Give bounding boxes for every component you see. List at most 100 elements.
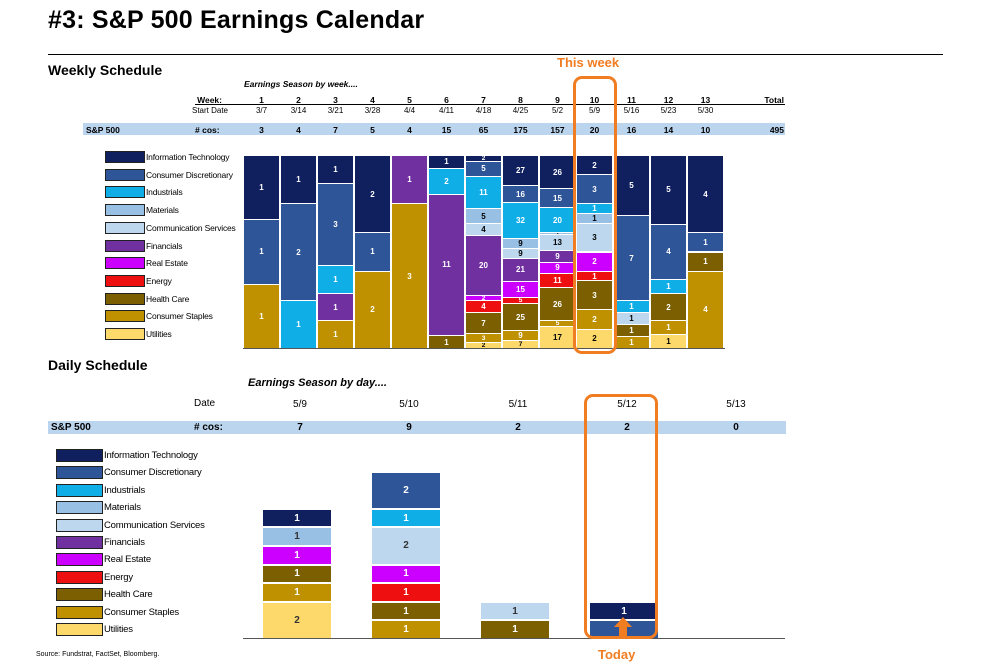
bar-segment: 1 bbox=[318, 155, 353, 183]
day-date: 5/10 bbox=[399, 399, 419, 410]
week-cos-count: 16 bbox=[626, 125, 637, 135]
bar-segment: 26 bbox=[540, 287, 575, 321]
bar-segment: 1 bbox=[614, 323, 649, 336]
legend-label: Financials bbox=[104, 537, 145, 548]
legend-label: Materials bbox=[104, 502, 141, 514]
bar-segment: 2 bbox=[577, 155, 612, 175]
this-week-label: This week bbox=[557, 55, 620, 70]
weekly-header-rule bbox=[195, 104, 785, 105]
legend-item: Communication Services bbox=[56, 518, 205, 532]
bar-segment: 2 bbox=[355, 155, 390, 233]
daily-chart: 11111221211111111 bbox=[243, 452, 785, 639]
legend-item: Health Care bbox=[105, 292, 189, 305]
weekly-cos-label: # cos: bbox=[195, 125, 220, 135]
bar-segment: 4 bbox=[688, 155, 723, 233]
week-number: 9 bbox=[555, 95, 560, 105]
legend-item: Financials bbox=[105, 239, 182, 252]
this-week-highlight bbox=[573, 76, 617, 354]
bar-segment: 3 bbox=[318, 182, 353, 266]
week-start-date: 4/18 bbox=[475, 106, 492, 115]
legend-label: Materials bbox=[146, 205, 179, 216]
day-cos-count: 7 bbox=[297, 422, 303, 433]
bar-segment: 25 bbox=[503, 302, 538, 331]
legend-item: Communication Services bbox=[105, 221, 236, 234]
bar-segment: 27 bbox=[503, 155, 538, 185]
legend-item: Materials bbox=[56, 501, 141, 515]
bar-segment: 1 bbox=[577, 212, 612, 223]
legend-item: Materials bbox=[105, 204, 179, 217]
week-cos-count: 175 bbox=[513, 125, 528, 135]
weekly-cos-band bbox=[83, 123, 785, 135]
week-cos-count: 10 bbox=[700, 125, 711, 135]
today-highlight bbox=[584, 394, 658, 639]
bar-segment: 1 bbox=[372, 507, 440, 527]
bar-segment: 5 bbox=[466, 160, 501, 176]
bar-segment: 7 bbox=[614, 215, 649, 300]
day-cos-count: 2 bbox=[515, 422, 521, 433]
week-start-date: 5/30 bbox=[697, 106, 714, 115]
bar-segment: 13 bbox=[540, 233, 575, 251]
bar-segment: 1 bbox=[392, 155, 427, 204]
week-start-date: 5/9 bbox=[588, 106, 601, 115]
week-number: 2 bbox=[296, 95, 301, 105]
bar-segment: 1 bbox=[590, 600, 658, 620]
bar-segment: 15 bbox=[540, 188, 575, 208]
week-cos-count: 15 bbox=[441, 125, 452, 135]
bar-segment: 3 bbox=[577, 280, 612, 310]
week-cos-count: 4 bbox=[407, 125, 412, 135]
legend-item: Consumer Discretionary bbox=[56, 466, 202, 480]
bar-segment: 1 bbox=[577, 270, 612, 281]
bar-segment: 1 bbox=[244, 283, 279, 348]
bar-segment: 1 bbox=[688, 232, 723, 252]
legend-item: Information Technology bbox=[105, 151, 230, 163]
legend-label: Consumer Staples bbox=[104, 606, 179, 618]
source-note: Source: Fundstrat, FactSet, Bloomberg. bbox=[36, 651, 160, 658]
bar-segment: 1 bbox=[651, 279, 686, 293]
legend-item: Utilities bbox=[105, 328, 172, 340]
bar-segment: 9 bbox=[540, 261, 575, 274]
bar-segment: 1 bbox=[372, 600, 440, 620]
daily-cos-label: # cos: bbox=[194, 422, 223, 433]
week-start-date: 4/25 bbox=[512, 106, 529, 115]
bar-segment: 5 bbox=[466, 208, 501, 224]
legend-swatch bbox=[105, 274, 145, 287]
week-label: Week: bbox=[197, 95, 222, 105]
legend-label: Real Estate bbox=[104, 554, 151, 566]
bar-segment: 1 bbox=[614, 335, 649, 348]
day-date: 5/12 bbox=[617, 399, 637, 410]
bar-segment: 1 bbox=[263, 544, 331, 564]
legend-swatch bbox=[105, 239, 145, 252]
bar-segment: 1 bbox=[281, 155, 316, 204]
bar-segment: 1 bbox=[429, 155, 464, 168]
bar-segment: 11 bbox=[429, 193, 464, 336]
bar-segment: 1 bbox=[540, 232, 575, 234]
bar-segment: 1 bbox=[614, 299, 649, 312]
legend-label: Information Technology bbox=[146, 152, 230, 162]
week-cos-count: 65 bbox=[478, 125, 489, 135]
week-number: 3 bbox=[333, 95, 338, 105]
week-number: 6 bbox=[444, 95, 449, 105]
bar-segment: 5 bbox=[651, 155, 686, 224]
bar-segment: 2 bbox=[651, 292, 686, 321]
arrow-stem bbox=[619, 626, 627, 636]
bar-segment: 2 bbox=[429, 167, 464, 194]
bar-segment: 1 bbox=[318, 292, 353, 321]
bar-segment: 1 bbox=[651, 320, 686, 335]
week-cos-count: 3 bbox=[259, 125, 264, 135]
week-cos-count: 20 bbox=[589, 125, 600, 135]
arrow-up-icon bbox=[614, 617, 632, 627]
daily-caption: Earnings Season by day.... bbox=[248, 377, 387, 389]
day-date: 5/9 bbox=[293, 399, 307, 410]
legend-swatch bbox=[56, 570, 103, 584]
bar-segment: 21 bbox=[503, 257, 538, 281]
bar-segment: 1 bbox=[688, 251, 723, 271]
bar-segment: 2 bbox=[281, 203, 316, 300]
week-cos-count: 7 bbox=[333, 125, 338, 135]
legend-swatch bbox=[56, 553, 103, 567]
